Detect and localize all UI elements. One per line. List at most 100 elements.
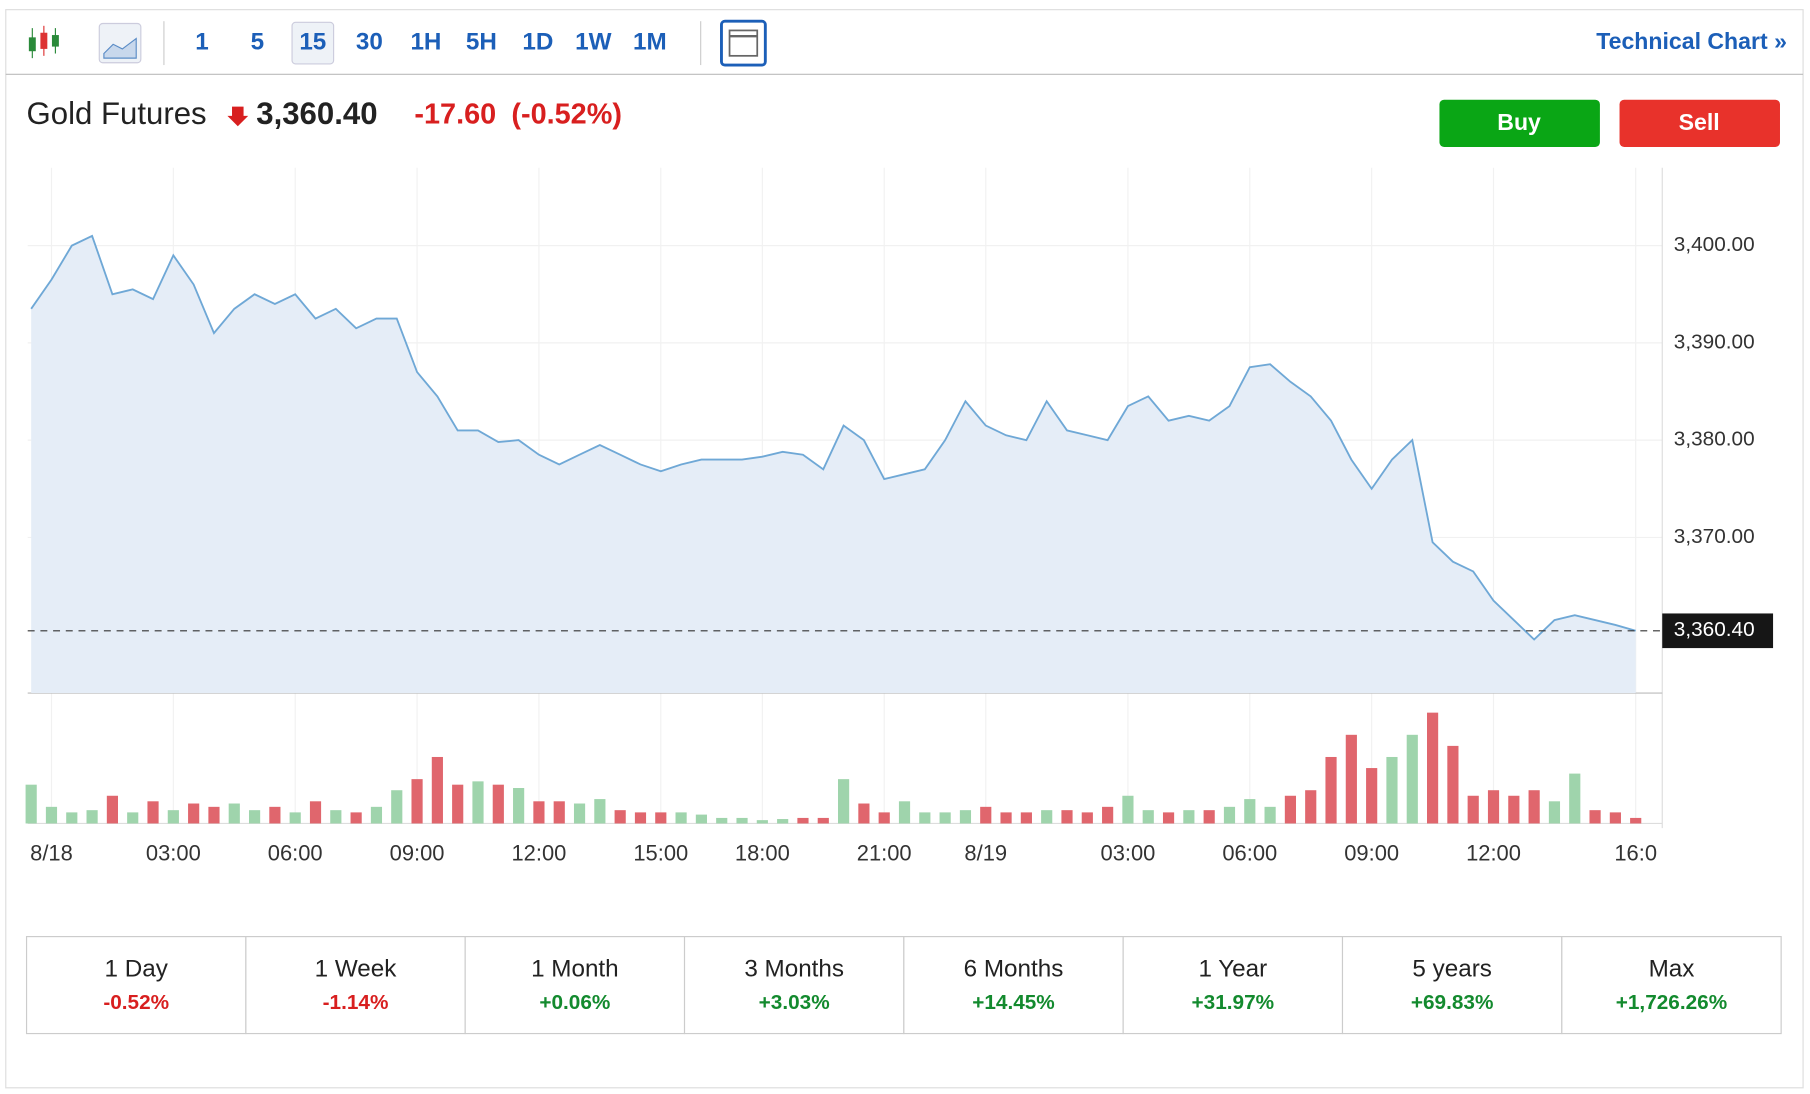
interval-button[interactable]: 5H — [466, 29, 497, 56]
x-tick-label: 03:00 — [1101, 840, 1156, 865]
period-label: 3 Months — [744, 955, 844, 982]
period-cell[interactable] — [1122, 936, 1344, 1035]
x-tick-label: 21:00 — [857, 840, 912, 865]
layout-icon[interactable] — [720, 19, 767, 67]
sell-label[interactable]: Sell — [1679, 109, 1720, 135]
volume-bar — [411, 779, 423, 824]
period-label: 1 Week — [315, 955, 398, 982]
interval-button[interactable]: 1H — [410, 29, 441, 56]
x-tick-label: 8/19 — [964, 840, 1007, 865]
volume-bar — [1487, 790, 1500, 824]
volume-bar — [1122, 795, 1134, 824]
volume-bar — [1447, 745, 1459, 824]
period-label: 1 Year — [1198, 955, 1267, 982]
volume-bar — [919, 812, 931, 824]
candle-icon[interactable] — [28, 25, 59, 59]
volume-bar — [248, 810, 261, 824]
volume-bar — [878, 812, 890, 824]
volume-bar — [533, 801, 545, 824]
interval-button[interactable]: 15 — [299, 29, 326, 56]
change: -17.60 — [414, 98, 496, 130]
volume-bar — [1508, 795, 1520, 824]
interval-button[interactable]: 1W — [575, 29, 611, 56]
icon-part — [40, 32, 48, 49]
volume-bar — [309, 801, 322, 824]
volume-bar — [86, 810, 98, 824]
volume-bar — [1264, 806, 1276, 824]
interval-button[interactable]: 1D — [522, 29, 553, 56]
volume-bar — [45, 806, 58, 824]
volume-bar — [695, 814, 707, 824]
period-cell[interactable] — [903, 936, 1124, 1035]
x-tick-label: 09:00 — [390, 840, 445, 865]
x-tick-label: 8/18 — [30, 840, 73, 865]
volume-bar — [634, 812, 647, 824]
period-cell[interactable] — [683, 936, 905, 1035]
volume-bar — [1589, 810, 1601, 824]
period-cell[interactable] — [1561, 936, 1782, 1035]
icon-part — [51, 35, 59, 47]
period-change: -0.52% — [103, 991, 169, 1014]
volume-bar — [269, 806, 281, 824]
interval-button[interactable]: 30 — [356, 29, 383, 56]
x-tick-label: 03:00 — [146, 840, 201, 865]
period-cell[interactable] — [25, 936, 247, 1035]
volume-bar — [797, 817, 809, 824]
period-change: +31.97% — [1192, 991, 1275, 1014]
period-change: +0.06% — [539, 991, 610, 1014]
volume-bar — [594, 799, 606, 824]
period-cell[interactable] — [464, 936, 686, 1035]
volume-bar — [777, 819, 789, 824]
x-tick-label: 06:00 — [1222, 840, 1277, 865]
x-tick-label: 15:00 — [633, 840, 688, 865]
volume-bar — [1609, 812, 1621, 824]
volume-bar — [127, 812, 139, 824]
y-tick-label: 3,370.00 — [1674, 525, 1755, 548]
period-cell[interactable] — [245, 936, 466, 1035]
period-change: -1.14% — [323, 991, 389, 1014]
volume-bar — [106, 795, 118, 824]
interval-button[interactable]: 1 — [195, 29, 208, 56]
interval-button[interactable]: 1M — [633, 29, 667, 56]
icon-part — [728, 29, 759, 57]
buy-label[interactable]: Buy — [1497, 109, 1541, 135]
volume-bar — [817, 817, 829, 824]
volume-bar — [350, 812, 362, 824]
y-tick-label: 3,390.00 — [1674, 330, 1755, 353]
volume-bar — [1142, 810, 1154, 824]
volume-bar — [228, 803, 240, 824]
y-tick-label: 3,380.00 — [1674, 428, 1755, 451]
period-change: +14.45% — [972, 991, 1055, 1014]
technical-chart-link[interactable]: Technical Chart » — [1596, 28, 1787, 54]
period-change: +3.03% — [759, 991, 830, 1014]
x-tick-label: 16:0 — [1614, 840, 1657, 865]
volume-bar — [756, 820, 768, 824]
last-price-label: 3,360.40 — [1674, 618, 1755, 641]
volume-bar — [1102, 806, 1114, 824]
volume-bar — [553, 801, 565, 824]
period-cell[interactable] — [1341, 936, 1563, 1035]
volume-bar — [391, 790, 403, 824]
volume-bar — [838, 779, 850, 824]
instrument-name: Gold Futures — [27, 96, 207, 131]
period-change: +69.83% — [1411, 991, 1494, 1014]
last-price-box — [1662, 613, 1774, 649]
price-line — [30, 234, 1636, 641]
volume-bar — [1000, 812, 1012, 824]
interval-button[interactable]: 5 — [251, 29, 264, 56]
x-tick-label: 06:00 — [268, 840, 323, 865]
volume-bar — [1244, 799, 1256, 824]
volume-bar — [1366, 768, 1378, 824]
volume-bar — [1183, 810, 1195, 824]
volume-bar — [959, 810, 972, 824]
icon-part — [28, 37, 36, 52]
period-label: 1 Day — [105, 955, 169, 982]
volume-bar — [188, 803, 200, 824]
buy-button[interactable] — [1439, 99, 1600, 148]
volume-bar — [1020, 812, 1032, 824]
line-icon[interactable] — [98, 22, 142, 64]
period-label: 5 years — [1412, 955, 1491, 982]
sell-button[interactable] — [1619, 99, 1780, 148]
volume-bar — [980, 806, 992, 824]
